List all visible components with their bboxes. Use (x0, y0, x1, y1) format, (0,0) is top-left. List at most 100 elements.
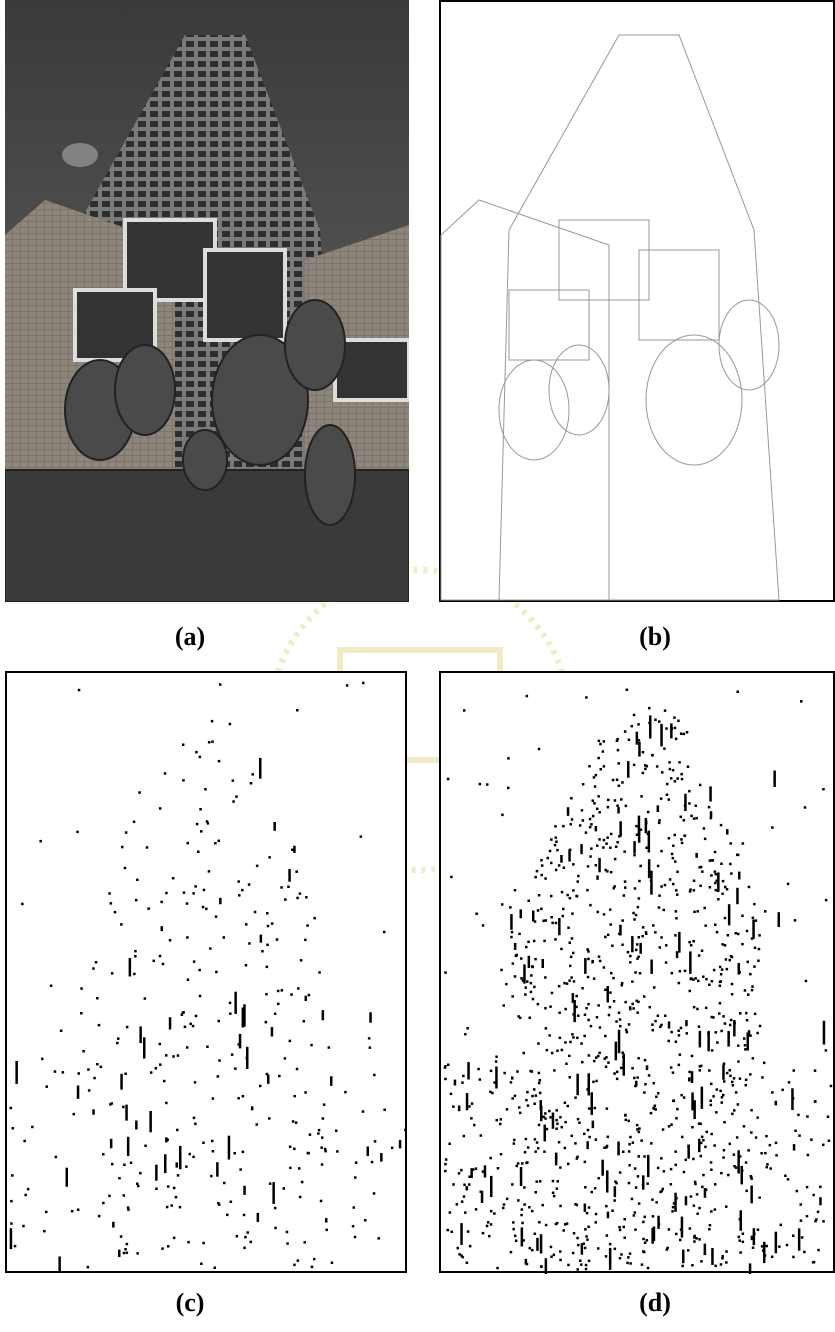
edge-pixel (526, 980, 529, 983)
edge-pixel (545, 1258, 548, 1274)
edge-pixel (528, 900, 531, 903)
edge-pixel (155, 1067, 158, 1070)
edge-pixel (720, 1030, 723, 1033)
edge-pixel (633, 918, 636, 921)
edge-pixel (120, 1074, 123, 1090)
edge-pixel (638, 827, 641, 830)
edge-pixel (155, 1188, 158, 1191)
edge-pixel (540, 1106, 543, 1121)
edge-pixel (229, 1002, 232, 1005)
edge-pixel (15, 1061, 18, 1084)
edge-pixel (714, 1265, 717, 1268)
edge-pixel (506, 1108, 509, 1111)
edge-pixel (684, 804, 687, 807)
edge-pixel (792, 1256, 795, 1259)
edge-pixel (147, 907, 150, 910)
edge-pixel (468, 1105, 471, 1108)
edge-pixel (580, 844, 583, 854)
edge-pixel (544, 1007, 547, 1010)
edge-pixel (764, 1254, 767, 1257)
edge-pixel (248, 942, 251, 945)
edge-pixel (668, 761, 671, 764)
edge-pixel (757, 960, 760, 963)
edge-pixel (721, 1257, 724, 1260)
edge-pixel (710, 811, 713, 817)
edge-pixel (573, 1000, 576, 1022)
edge-pixel (495, 1067, 498, 1089)
edge-pixel (745, 1012, 748, 1015)
edge-pixel (523, 1052, 526, 1055)
edge-pixel (621, 781, 624, 784)
edge-pixel (675, 910, 678, 913)
edge-pixel (708, 806, 711, 809)
edge-pixel (666, 783, 669, 786)
edge-pixel (732, 1084, 735, 1087)
edge-pixel (468, 1176, 471, 1179)
edge-pixel (550, 1256, 553, 1259)
edge-pixel (587, 1129, 590, 1132)
edge-pixel (276, 938, 279, 941)
edge-pixel (555, 1153, 558, 1166)
edge-pixel (223, 1182, 226, 1185)
edge-pixel (55, 1156, 58, 1159)
edge-pixel (466, 1027, 469, 1030)
edge-pixel (541, 874, 544, 877)
edge-pixel (506, 1198, 509, 1201)
edge-pixel (700, 1065, 703, 1068)
edge-pixel (296, 709, 299, 712)
edge-pixel (558, 1141, 561, 1144)
edge-pixel (599, 1026, 602, 1029)
edge-pixel (672, 769, 675, 772)
edge-pixel (135, 899, 138, 902)
edge-pixel (552, 1192, 555, 1195)
edge-pixel (179, 1206, 182, 1209)
edge-pixel (182, 744, 185, 747)
edge-pixel (534, 1138, 537, 1141)
edge-pixel (533, 940, 536, 943)
edge-pixel (530, 991, 533, 994)
edge-pixel (605, 869, 608, 872)
edge-pixel (204, 788, 207, 791)
edge-pixel (621, 984, 624, 987)
edge-pixel (166, 1139, 169, 1142)
edge-pixel (675, 1041, 678, 1044)
edge-pixel (479, 1078, 482, 1081)
edge-pixel (696, 1193, 699, 1196)
edge-pixel (566, 982, 569, 985)
caption: (c) (130, 1288, 250, 1318)
edge-pixel (674, 780, 677, 783)
edge-pixel (260, 935, 263, 943)
edge-pixel (595, 1056, 598, 1059)
edge-pixel (499, 1123, 502, 1126)
edge-pixel (226, 1214, 229, 1217)
edge-pixel (463, 1135, 466, 1138)
edge-pixel (670, 1031, 673, 1034)
edge-pixel (598, 1052, 601, 1055)
edge-pixel (744, 1044, 747, 1047)
edge-pixel (648, 707, 651, 710)
edge-pixel (561, 1126, 564, 1129)
edge-pixel (121, 846, 124, 849)
edge-pixel (576, 1074, 579, 1096)
edge-pixel (521, 1208, 524, 1211)
edge-pixel (520, 1167, 523, 1186)
edge-pixel (538, 1082, 541, 1085)
edge-pixel (120, 923, 123, 926)
edge-pixel (544, 976, 547, 979)
edge-pixel (10, 1107, 13, 1110)
edge-pixel (606, 1181, 609, 1184)
edge-pixel (24, 1194, 27, 1197)
edge-pixel (598, 811, 601, 814)
edge-pixel (666, 1247, 669, 1250)
edge-pixel (102, 1202, 105, 1205)
edge-pixel (391, 1147, 394, 1150)
edge-pixel (230, 1201, 233, 1204)
edge-pixel (830, 1085, 833, 1088)
edge-pixel (153, 960, 156, 963)
edge-pixel (733, 1020, 736, 1036)
edge-pixel (577, 1244, 580, 1247)
edge-pixel (755, 919, 758, 922)
edge-pixel (704, 1146, 707, 1149)
edge-pixel (672, 1071, 675, 1074)
edge-pixel (673, 716, 676, 719)
